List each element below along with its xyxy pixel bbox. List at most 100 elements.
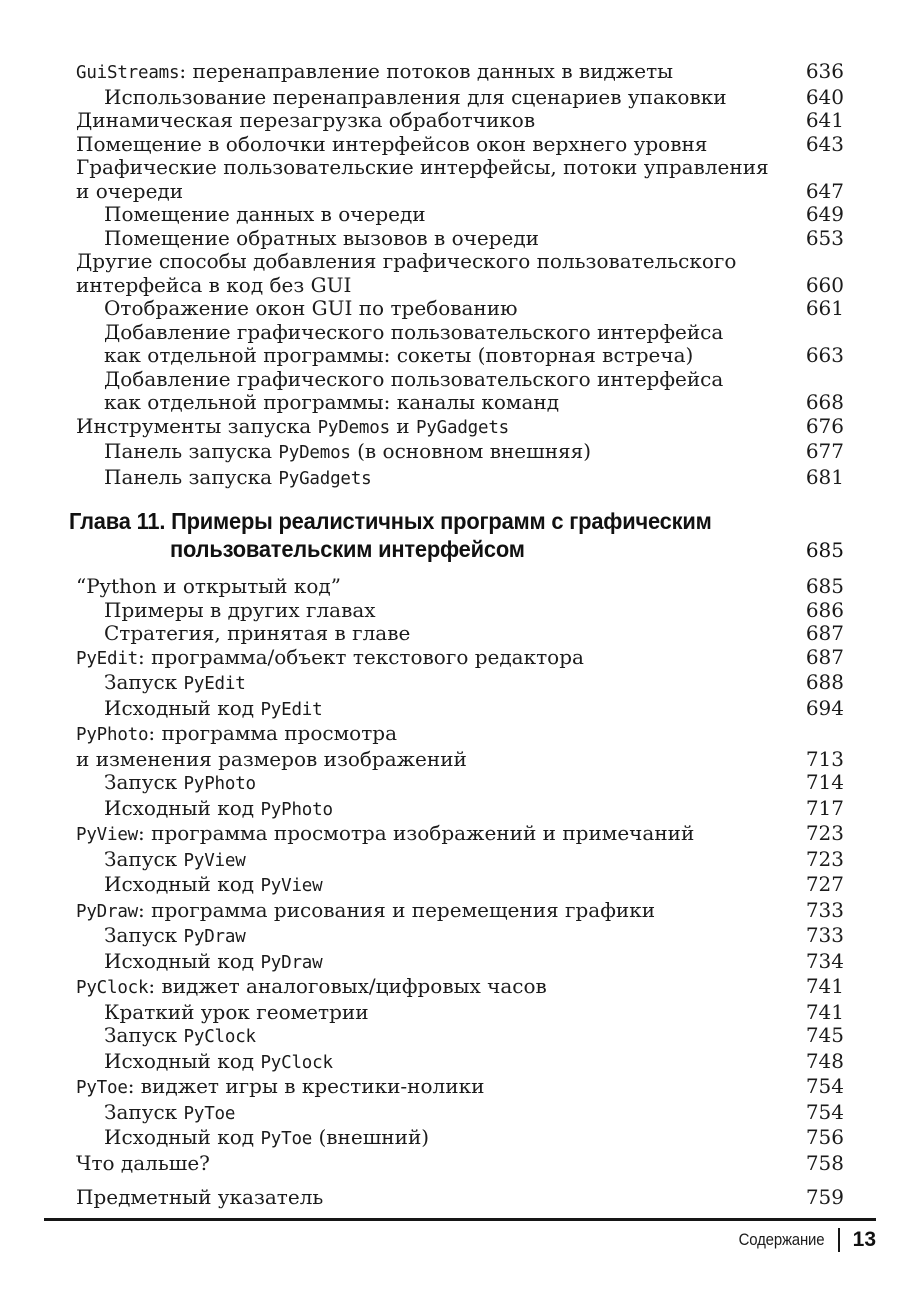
- chapter-heading-line: Глава 11. Примеры реалистичных программ …: [69, 507, 844, 535]
- toc-entry-text: Исходный код PyClock: [104, 1048, 333, 1076]
- toc-entry-text: как отдельной программы: сокеты (повторн…: [104, 343, 694, 368]
- toc-entry-line: PyPhoto: программа просмотра: [76, 721, 844, 748]
- toc-page-number: 653: [805, 225, 844, 250]
- toc-page-number: 663: [805, 343, 844, 367]
- code-term: PyView: [260, 876, 323, 896]
- toc-entry-text: Панель запуска PyGadgets: [104, 464, 372, 492]
- toc-page-number: 733: [805, 897, 844, 922]
- entry-text-segment: Исходный код: [104, 1125, 261, 1149]
- toc-entry-text: и очереди: [76, 179, 183, 204]
- toc-page-number: 717: [805, 795, 844, 820]
- toc-entry-text: PyView: программа просмотра изображений …: [76, 821, 694, 848]
- toc-entry-line: интерфейса в код без GUI 660: [76, 272, 844, 298]
- toc-entry-line: PyClock: виджет аналоговых/цифровых часо…: [76, 974, 844, 1001]
- toc-page-number: 733: [805, 923, 844, 947]
- entry-text-segment: Помещение данных в очереди: [104, 202, 426, 226]
- toc-page-number: 748: [805, 1048, 844, 1073]
- footer-section-label: Содержание: [738, 1230, 825, 1249]
- code-term: PyEdit: [76, 648, 139, 669]
- entry-text-segment: Исходный код: [104, 795, 261, 820]
- entry-text-segment: Запуск: [104, 1023, 184, 1047]
- toc-entry-text: и изменения размеров изображений: [76, 747, 467, 772]
- code-term: PyDemos: [317, 417, 391, 438]
- entry-text-segment: : виджет игры в крестики-нолики: [127, 1074, 485, 1098]
- toc-entry-line: Предметный указатель 759: [76, 1185, 844, 1210]
- toc-page-number: 640: [805, 84, 844, 109]
- toc-page-number: 723: [805, 821, 844, 845]
- entry-text-segment: интерфейса в код без GUI: [76, 272, 352, 297]
- toc-entry-line: как отдельной программы: сокеты (повторн…: [76, 343, 844, 368]
- entry-text-segment: Исходный код: [104, 695, 261, 720]
- toc-entry-text: Другие способы добавления графического п…: [76, 249, 737, 274]
- toc-page-number: 694: [805, 695, 844, 720]
- entry-text-segment: Исходный код: [104, 872, 261, 896]
- toc-page-number: 714: [805, 770, 844, 794]
- entry-text-segment: Панель запуска: [104, 464, 279, 489]
- toc-entry-line: Графические пользовательские интерфейсы,…: [76, 155, 844, 180]
- toc-entry-text: Краткий урок геометрии: [104, 1000, 369, 1025]
- toc-page-number: 661: [805, 296, 844, 320]
- toc-page-number: 688: [805, 670, 844, 694]
- toc-entry-line: GuiStreams: перенаправление потоков данн…: [76, 59, 844, 86]
- toc-entry-text: Примеры в других главах: [104, 598, 376, 623]
- toc-entry-text: Отображение окон GUI по требованию: [104, 296, 518, 321]
- entry-text-segment: Отображение окон GUI по требованию: [104, 296, 518, 320]
- toc-page-number: 723: [805, 846, 844, 871]
- toc-entry-text: интерфейса в код без GUI: [76, 272, 352, 298]
- toc-entry-line: Отображение окон GUI по требованию 661: [76, 296, 844, 321]
- entry-text-segment: : программа рисования и перемещения граф…: [138, 897, 656, 922]
- toc-entry-text: Исходный код PyEdit: [104, 695, 323, 723]
- chapter-heading-line: пользовательским интерфейсом 685: [76, 535, 844, 564]
- code-term: PyView: [183, 850, 246, 871]
- code-term: PyGadgets: [278, 468, 372, 489]
- toc-entry-text: Исходный код PyToe (внешний): [104, 1125, 429, 1152]
- toc-entry-text: Исходный код PyPhoto: [104, 795, 333, 823]
- toc-entry-text: Динамическая перезагрузка обработчиков: [76, 108, 535, 133]
- code-term: PyClock: [260, 1052, 333, 1073]
- toc-entry-line: Панель запуска PyGadgets 681: [76, 464, 844, 492]
- toc-entry-text: Исходный код PyView: [104, 872, 323, 899]
- code-term: PyPhoto: [76, 725, 149, 745]
- toc-entry-text: Запуск PyToe: [104, 1100, 235, 1127]
- toc-page-number: 727: [805, 872, 844, 896]
- toc-entry-line: Запуск PyPhoto 714: [76, 770, 844, 797]
- toc-entry-line: Помещение данных в очереди 649: [76, 202, 844, 227]
- toc-entry-text: Запуск PyEdit: [104, 670, 246, 697]
- toc-entry-text: PyToe: виджет игры в крестики-нолики: [76, 1074, 485, 1101]
- toc-entry-text: Что дальше?: [76, 1151, 210, 1176]
- toc-entry-text: PyPhoto: программа просмотра: [76, 721, 397, 748]
- entry-text-segment: : программа просмотра: [148, 721, 397, 745]
- footer-rule: [44, 1218, 876, 1221]
- entry-text-segment: Запуск: [104, 846, 184, 871]
- entry-text-segment: Панель запуска: [104, 439, 279, 463]
- code-term: PyDraw: [76, 901, 139, 922]
- code-term: PyView: [76, 825, 139, 845]
- toc-entry-line: Запуск PyClock 745: [76, 1023, 844, 1050]
- code-term: PyPhoto: [183, 774, 257, 794]
- toc-entry-line: Исходный код PyClock 748: [76, 1048, 844, 1076]
- entry-text-segment: Запуск: [104, 770, 184, 794]
- entry-text-segment: Исходный код: [104, 1048, 261, 1073]
- entry-text-segment: : программа/объект текстового редактора: [138, 644, 584, 669]
- toc-entry-text: Запуск PyDraw: [104, 923, 246, 950]
- toc-entry-text: Добавление графического пользовательског…: [104, 367, 723, 392]
- toc-page-number: 636: [805, 59, 844, 83]
- entry-text-segment: Графические пользовательские интерфейсы,…: [76, 155, 769, 179]
- entry-text-segment: Предметный указатель: [76, 1185, 324, 1209]
- toc-page-number: 681: [805, 464, 844, 489]
- entry-text-segment: как отдельной программы: сокеты (повторн…: [104, 343, 694, 367]
- entry-text-segment: и: [389, 413, 416, 438]
- toc-entry-line: Исходный код PyDraw 734: [76, 949, 844, 976]
- chapter-heading: Глава 11. Примеры реалистичных программ …: [69, 507, 844, 564]
- toc-entry-line: Использование перенаправления для сценар…: [76, 84, 844, 110]
- entry-text-segment: Стратегия, принятая в главе: [104, 621, 411, 645]
- entry-text-segment: Другие способы добавления графического п…: [76, 249, 737, 273]
- toc-entry-text: Добавление графического пользовательског…: [104, 320, 723, 345]
- toc-list: GuiStreams: перенаправление потоков данн…: [69, 59, 844, 1210]
- toc-entry-line: и очереди 647: [76, 179, 844, 204]
- toc-entry-line: “Python и открытый код” 685: [76, 574, 844, 599]
- entry-text-segment: Использование перенаправления для сценар…: [104, 84, 727, 109]
- toc-page-number: 685: [805, 574, 844, 598]
- footer-separator-bar: [837, 1228, 840, 1252]
